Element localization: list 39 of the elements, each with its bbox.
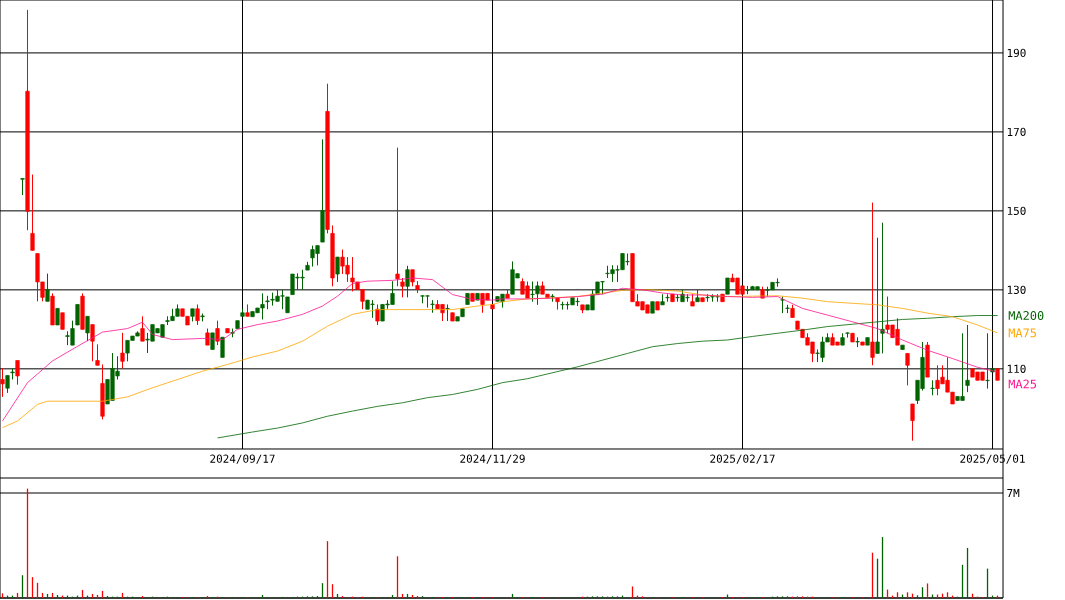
candlestick bbox=[335, 256, 340, 283]
candlestick bbox=[910, 403, 915, 442]
candlestick bbox=[530, 281, 535, 303]
candlestick bbox=[535, 281, 540, 306]
candlestick bbox=[870, 202, 875, 366]
candlestick bbox=[220, 336, 225, 358]
candlestick bbox=[15, 360, 20, 386]
x-tick-label: 2024/11/29 bbox=[460, 454, 525, 464]
y-tick-label: 150 bbox=[1007, 206, 1026, 216]
x-tick-label: 2024/09/17 bbox=[210, 454, 275, 464]
series-label: MA25 bbox=[1008, 379, 1037, 389]
x-tick-label: 2025/05/01 bbox=[960, 454, 1025, 464]
y-tick-label: 170 bbox=[1007, 127, 1026, 137]
candlestick bbox=[905, 352, 910, 386]
candlestick bbox=[215, 320, 220, 346]
candlestick bbox=[400, 277, 405, 298]
y-tick-label: 110 bbox=[1007, 364, 1026, 373]
candlestick bbox=[75, 303, 80, 326]
candlestick bbox=[140, 315, 145, 342]
candlestick bbox=[30, 174, 35, 251]
candlestick bbox=[120, 332, 125, 369]
candlestick bbox=[405, 265, 410, 298]
candlestick bbox=[195, 303, 200, 326]
series-label: MA200 bbox=[1008, 311, 1044, 321]
candlestick bbox=[0, 367, 5, 398]
candlestick bbox=[85, 315, 90, 342]
y-tick-label: 130 bbox=[1007, 285, 1026, 294]
y-tick-label: 190 bbox=[1007, 48, 1026, 58]
y-tick-label: 7M bbox=[1007, 489, 1020, 497]
candlestick bbox=[90, 324, 95, 362]
x-tick-label: 2025/02/17 bbox=[710, 454, 775, 464]
candlestick bbox=[375, 303, 380, 326]
candlestick bbox=[95, 343, 100, 366]
candlestick bbox=[985, 332, 990, 390]
candlestick bbox=[395, 147, 400, 287]
candlestick bbox=[930, 379, 935, 396]
series-label: MA75 bbox=[1008, 328, 1037, 338]
candlestick bbox=[965, 324, 970, 393]
candlestick bbox=[45, 273, 50, 302]
